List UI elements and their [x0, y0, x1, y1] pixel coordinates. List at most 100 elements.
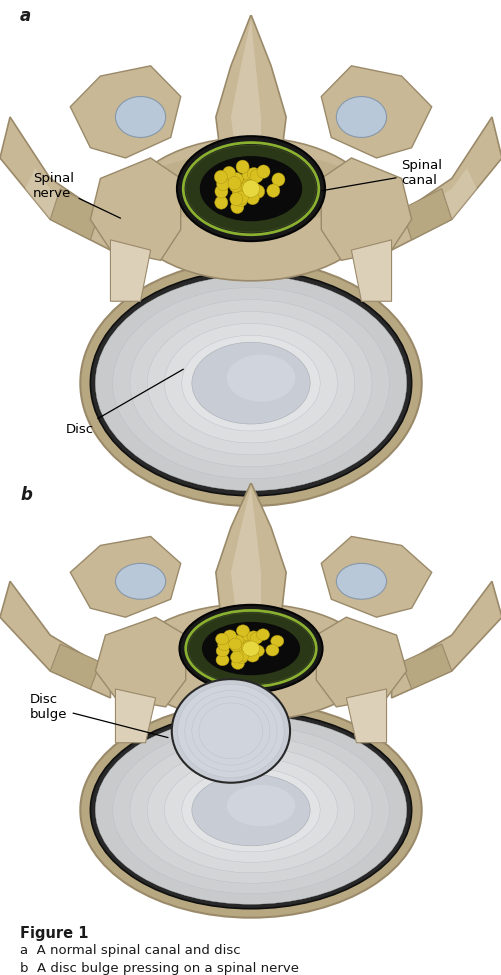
Circle shape: [251, 645, 264, 657]
Ellipse shape: [226, 785, 295, 826]
Circle shape: [250, 170, 263, 182]
Text: Disc: Disc: [65, 370, 183, 436]
Polygon shape: [321, 65, 431, 158]
Ellipse shape: [191, 342, 310, 424]
Ellipse shape: [112, 726, 389, 894]
Circle shape: [234, 193, 247, 207]
Polygon shape: [115, 689, 155, 743]
Ellipse shape: [90, 270, 411, 495]
Circle shape: [272, 173, 285, 186]
Circle shape: [232, 186, 245, 199]
Ellipse shape: [201, 622, 300, 676]
Ellipse shape: [80, 702, 421, 917]
Circle shape: [249, 632, 263, 644]
Ellipse shape: [115, 564, 165, 600]
Polygon shape: [391, 581, 501, 698]
Polygon shape: [70, 65, 180, 158]
Circle shape: [239, 179, 253, 193]
Ellipse shape: [164, 758, 337, 862]
Polygon shape: [215, 15, 286, 158]
Text: b  A disc bulge pressing on a spinal nerve: b A disc bulge pressing on a spinal nerv…: [20, 962, 299, 975]
Circle shape: [239, 641, 253, 652]
Circle shape: [248, 633, 262, 644]
Circle shape: [245, 650, 259, 662]
Text: b: b: [20, 486, 32, 503]
Ellipse shape: [199, 156, 302, 221]
Circle shape: [241, 169, 255, 182]
Circle shape: [232, 645, 245, 657]
Ellipse shape: [95, 716, 406, 904]
Polygon shape: [0, 117, 110, 250]
Ellipse shape: [115, 97, 165, 137]
Circle shape: [229, 192, 242, 206]
Ellipse shape: [184, 690, 277, 771]
Ellipse shape: [130, 604, 371, 721]
Polygon shape: [321, 158, 411, 260]
Text: Spinal
canal: Spinal canal: [321, 159, 442, 191]
Ellipse shape: [181, 335, 320, 431]
Text: Figure 1: Figure 1: [20, 925, 88, 941]
Circle shape: [236, 625, 249, 637]
Ellipse shape: [138, 153, 363, 224]
Polygon shape: [25, 168, 80, 235]
Circle shape: [237, 182, 250, 195]
Ellipse shape: [179, 604, 322, 692]
Ellipse shape: [336, 564, 386, 600]
Ellipse shape: [147, 747, 354, 873]
Circle shape: [235, 650, 248, 662]
Ellipse shape: [80, 260, 421, 506]
Ellipse shape: [198, 703, 263, 759]
Circle shape: [230, 635, 243, 646]
Circle shape: [229, 641, 242, 652]
Polygon shape: [215, 483, 286, 617]
Polygon shape: [50, 644, 100, 689]
Circle shape: [246, 631, 260, 643]
Ellipse shape: [216, 789, 285, 831]
Text: a: a: [20, 7, 31, 24]
Ellipse shape: [216, 359, 285, 408]
Circle shape: [223, 630, 236, 642]
Circle shape: [240, 642, 254, 653]
Ellipse shape: [233, 371, 268, 395]
Circle shape: [214, 185, 227, 198]
Circle shape: [235, 160, 248, 174]
Polygon shape: [230, 488, 261, 612]
Polygon shape: [346, 689, 386, 743]
Circle shape: [228, 179, 241, 192]
Circle shape: [242, 180, 259, 197]
Ellipse shape: [188, 612, 313, 684]
Polygon shape: [391, 117, 501, 250]
Ellipse shape: [191, 774, 310, 846]
Circle shape: [234, 652, 247, 664]
Polygon shape: [401, 644, 451, 689]
Text: Disc
bulge: Disc bulge: [30, 693, 168, 737]
Ellipse shape: [164, 324, 337, 443]
Ellipse shape: [90, 712, 411, 909]
Ellipse shape: [130, 299, 371, 467]
Polygon shape: [321, 536, 431, 617]
Circle shape: [248, 183, 262, 197]
Circle shape: [248, 170, 262, 183]
Circle shape: [217, 639, 230, 650]
Polygon shape: [90, 158, 180, 260]
Circle shape: [214, 171, 227, 183]
Circle shape: [241, 632, 255, 644]
Circle shape: [270, 636, 283, 647]
Ellipse shape: [125, 137, 376, 281]
Circle shape: [215, 633, 228, 644]
Circle shape: [227, 176, 240, 190]
Circle shape: [267, 184, 280, 197]
Polygon shape: [230, 20, 261, 153]
Circle shape: [240, 180, 254, 194]
Circle shape: [217, 176, 230, 188]
Circle shape: [247, 168, 260, 180]
Polygon shape: [0, 581, 110, 698]
Circle shape: [266, 644, 279, 656]
Circle shape: [216, 177, 229, 191]
Polygon shape: [95, 617, 185, 707]
Circle shape: [228, 639, 241, 649]
Ellipse shape: [199, 779, 302, 841]
Circle shape: [245, 191, 259, 205]
Polygon shape: [110, 240, 150, 301]
Circle shape: [214, 196, 227, 210]
